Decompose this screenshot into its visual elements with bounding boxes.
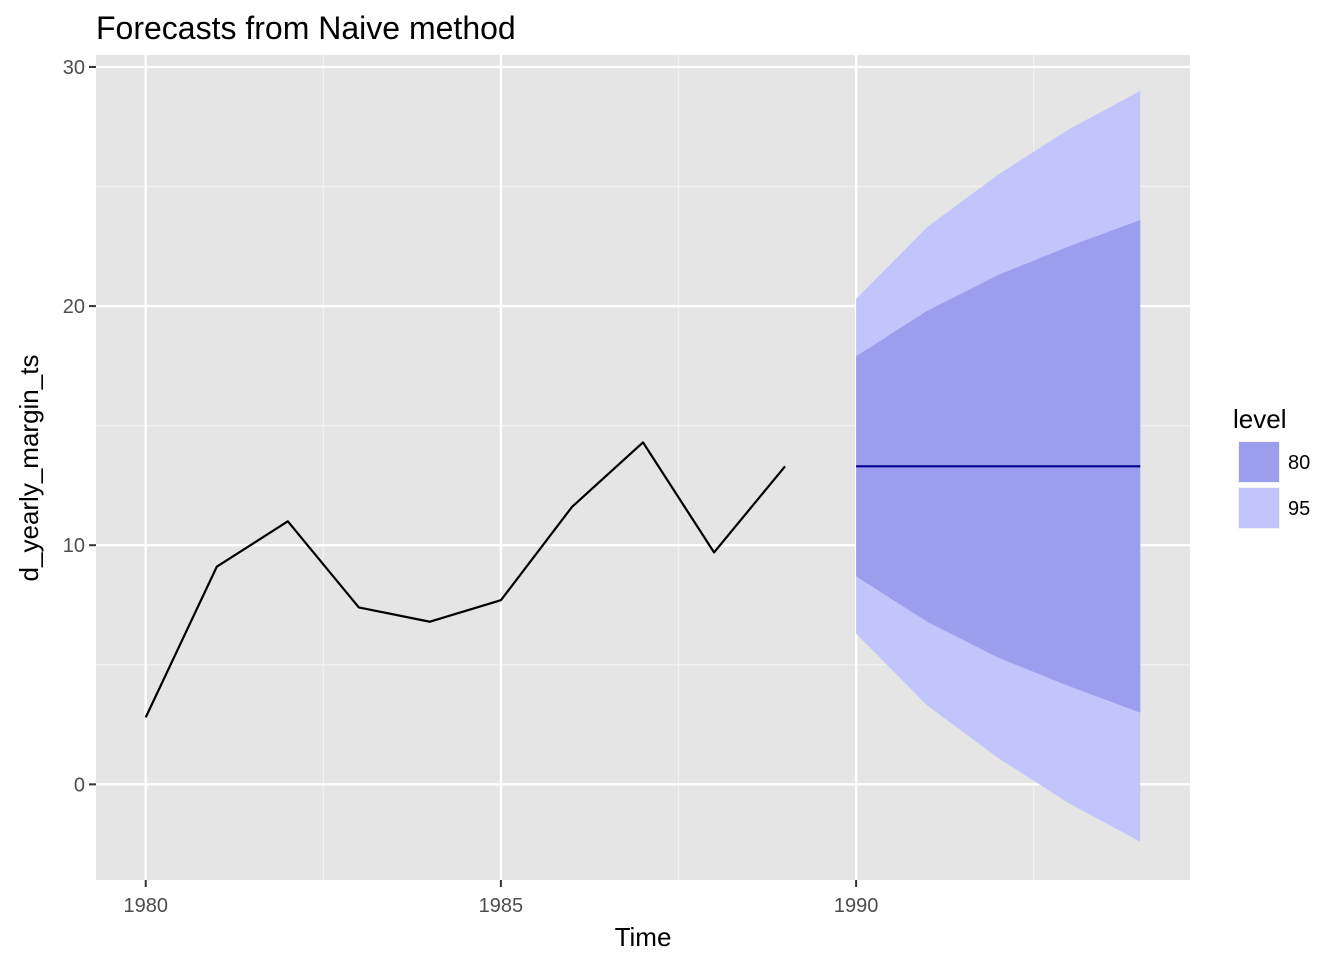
y-axis-title: d_yearly_margin_ts xyxy=(14,355,44,582)
legend-label-80: 80 xyxy=(1288,452,1310,474)
legend-key-80 xyxy=(1239,442,1279,482)
legend-key-95 xyxy=(1239,488,1279,528)
legend: level 80 95 xyxy=(1233,404,1310,529)
chart-title: Forecasts from Naive method xyxy=(96,10,516,46)
x-tick-label: 1985 xyxy=(479,895,524,917)
y-tick-label: 0 xyxy=(74,774,85,796)
y-tick-label: 20 xyxy=(63,296,85,318)
x-tick-label: 1980 xyxy=(123,895,168,917)
legend-title: level xyxy=(1233,404,1286,434)
x-axis: 1980 1985 1990 xyxy=(123,880,878,917)
y-tick-label: 10 xyxy=(63,535,85,557)
y-tick-label: 30 xyxy=(63,57,85,79)
x-axis-title: Time xyxy=(615,922,672,952)
x-tick-label: 1990 xyxy=(834,895,879,917)
history-series-line xyxy=(144,441,786,718)
legend-label-95: 95 xyxy=(1288,498,1310,520)
y-axis: 0 10 20 30 xyxy=(63,57,96,796)
